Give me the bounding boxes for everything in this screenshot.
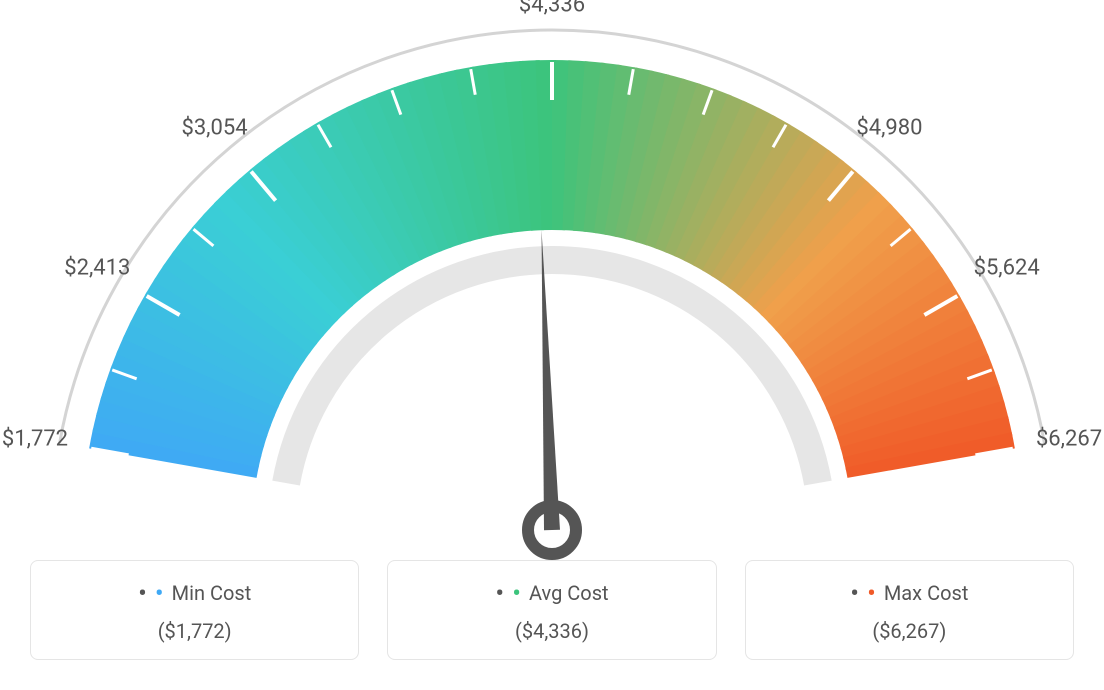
gauge-tick-label: $3,054 — [181, 115, 247, 140]
legend-row: •Min Cost ($1,772) •Avg Cost ($4,336) •M… — [0, 560, 1104, 660]
gauge-tick-label: $6,267 — [1036, 426, 1102, 451]
gauge-tick-label: $2,413 — [64, 255, 130, 280]
gauge-tick-label: $1,772 — [2, 426, 68, 451]
gauge-chart: $1,772 $2,413 $3,054 $4,336 $4,980 $5,624 $6,2… — [0, 0, 1104, 560]
legend-card-avg: •Avg Cost ($4,336) — [387, 560, 716, 660]
legend-card-min: •Min Cost ($1,772) — [30, 560, 359, 660]
gauge-tick-label: $5,624 — [974, 255, 1040, 280]
legend-min-value: ($1,772) — [31, 619, 358, 643]
legend-max-value: ($6,267) — [746, 619, 1073, 643]
gauge-tick-label: $4,336 — [519, 0, 585, 18]
legend-card-max: •Max Cost ($6,267) — [745, 560, 1074, 660]
gauge-svg — [0, 0, 1104, 560]
legend-min-label: •Min Cost — [31, 579, 358, 609]
legend-avg-value: ($4,336) — [388, 619, 715, 643]
legend-avg-label: •Avg Cost — [388, 579, 715, 609]
gauge-tick-label: $4,980 — [856, 115, 922, 140]
legend-max-label: •Max Cost — [746, 579, 1073, 609]
